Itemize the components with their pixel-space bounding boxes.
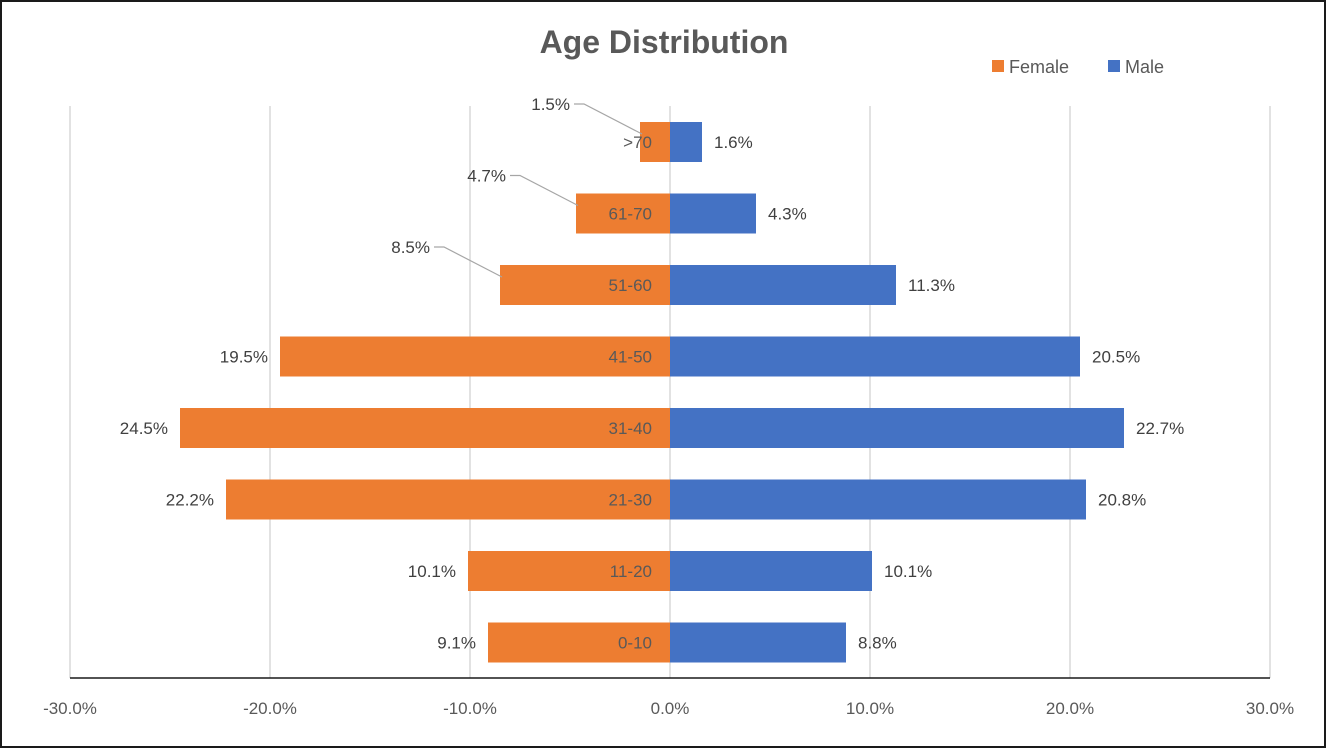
legend: Female Male: [992, 57, 1164, 77]
female-value-label: 22.2%: [166, 491, 214, 510]
category-label: 11-20: [610, 562, 652, 581]
female-bar-1: [576, 193, 670, 234]
male-value-label: 8.8%: [858, 634, 897, 653]
female-value-label: 9.1%: [437, 634, 476, 653]
x-tick-label: 20.0%: [1046, 699, 1094, 718]
male-value-label: 4.3%: [768, 205, 807, 224]
female-bar-2: [500, 265, 670, 305]
male-value-label: 10.1%: [884, 562, 932, 581]
female-bar-0: [640, 122, 670, 162]
legend-swatch-male: [1108, 60, 1120, 72]
category-label: 0-10: [618, 634, 652, 653]
x-tick-label: -10.0%: [443, 699, 497, 718]
female-value-label: 19.5%: [220, 348, 268, 367]
female-bar-6: [468, 551, 670, 591]
male-bar-2: [670, 265, 896, 305]
female-bar-5: [226, 479, 670, 520]
x-axis: -30.0% -20.0% -10.0% 0.0% 10.0% 20.0% 30.0%: [43, 677, 1294, 718]
male-value-label: 11.3%: [908, 276, 955, 295]
female-value-label: 4.7%: [467, 167, 506, 186]
male-bar-0: [670, 122, 702, 162]
legend-label-female: Female: [1009, 57, 1069, 77]
male-bar-6: [670, 551, 872, 591]
chart-title: Age Distribution: [540, 24, 789, 60]
male-value-label: 22.7%: [1136, 419, 1184, 438]
data-labels: 1.5% 1.6% >70 4.7% 4.3% 61-70 8.5% 11.3% 51-60 19…: [120, 95, 1184, 653]
bars: [180, 122, 1124, 663]
male-value-label: 20.5%: [1092, 348, 1140, 367]
male-bar-1: [670, 193, 756, 234]
female-bar-4: [180, 408, 670, 448]
category-label: 21-30: [609, 491, 652, 510]
female-bar-7: [488, 622, 670, 663]
male-bar-3: [670, 336, 1080, 377]
male-value-label: 1.6%: [714, 133, 753, 152]
x-tick-label: -30.0%: [43, 699, 97, 718]
x-tick-label: 10.0%: [846, 699, 894, 718]
female-leader-line: [434, 246, 503, 278]
x-tick-label: 30.0%: [1246, 699, 1294, 718]
category-label: >70: [623, 133, 652, 152]
female-bar-3: [280, 336, 670, 377]
category-label: 51-60: [609, 276, 652, 295]
female-leader-line: [510, 174, 579, 207]
gridlines: [69, 106, 1271, 678]
male-bar-5: [670, 479, 1086, 520]
female-value-label: 10.1%: [408, 562, 456, 581]
male-bar-7: [670, 622, 846, 663]
x-tick-label: -20.0%: [243, 699, 297, 718]
legend-swatch-female: [992, 60, 1004, 72]
female-leader-line: [574, 103, 643, 135]
female-value-label: 1.5%: [531, 95, 570, 114]
category-label: 31-40: [609, 419, 652, 438]
female-value-label: 24.5%: [120, 419, 168, 438]
male-bar-4: [670, 408, 1124, 448]
category-label: 41-50: [609, 348, 652, 367]
x-tick-label: 0.0%: [651, 699, 690, 718]
female-value-label: 8.5%: [391, 238, 430, 257]
legend-label-male: Male: [1125, 57, 1164, 77]
male-value-label: 20.8%: [1098, 491, 1146, 510]
category-label: 61-70: [609, 205, 652, 224]
